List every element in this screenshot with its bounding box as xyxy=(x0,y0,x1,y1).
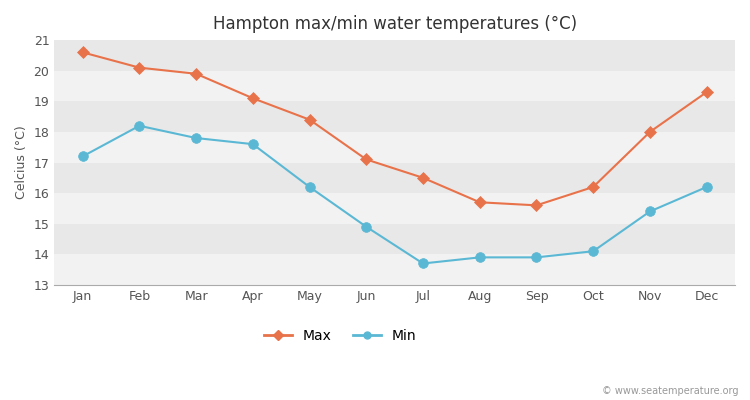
Min xyxy=(191,136,200,140)
Max xyxy=(362,157,370,162)
Max xyxy=(305,117,314,122)
Bar xyxy=(54,71,735,101)
Min xyxy=(135,123,144,128)
Max xyxy=(191,71,200,76)
Min xyxy=(78,154,87,159)
Text: © www.seatemperature.org: © www.seatemperature.org xyxy=(602,386,739,396)
Min xyxy=(702,184,711,189)
Bar xyxy=(54,224,735,254)
Title: Hampton max/min water temperatures (°C): Hampton max/min water temperatures (°C) xyxy=(212,15,577,33)
Line: Max: Max xyxy=(79,48,711,210)
Bar xyxy=(54,132,735,162)
Min xyxy=(419,261,428,266)
Max xyxy=(646,130,655,134)
Max xyxy=(419,176,428,180)
Min xyxy=(646,209,655,214)
Y-axis label: Celcius (°C): Celcius (°C) xyxy=(15,126,28,199)
Max xyxy=(135,65,144,70)
Bar xyxy=(54,162,735,193)
Max xyxy=(589,184,598,189)
Min xyxy=(305,184,314,189)
Bar xyxy=(54,40,735,71)
Min xyxy=(248,142,257,146)
Bar xyxy=(54,101,735,132)
Max xyxy=(702,90,711,94)
Max xyxy=(532,203,541,208)
Max xyxy=(78,50,87,55)
Bar xyxy=(54,254,735,285)
Min xyxy=(476,255,484,260)
Min xyxy=(532,255,541,260)
Line: Min: Min xyxy=(78,121,712,268)
Min xyxy=(362,224,370,229)
Bar xyxy=(54,193,735,224)
Max xyxy=(476,200,484,205)
Max xyxy=(248,96,257,101)
Min xyxy=(589,249,598,254)
Legend: Max, Min: Max, Min xyxy=(259,324,422,349)
